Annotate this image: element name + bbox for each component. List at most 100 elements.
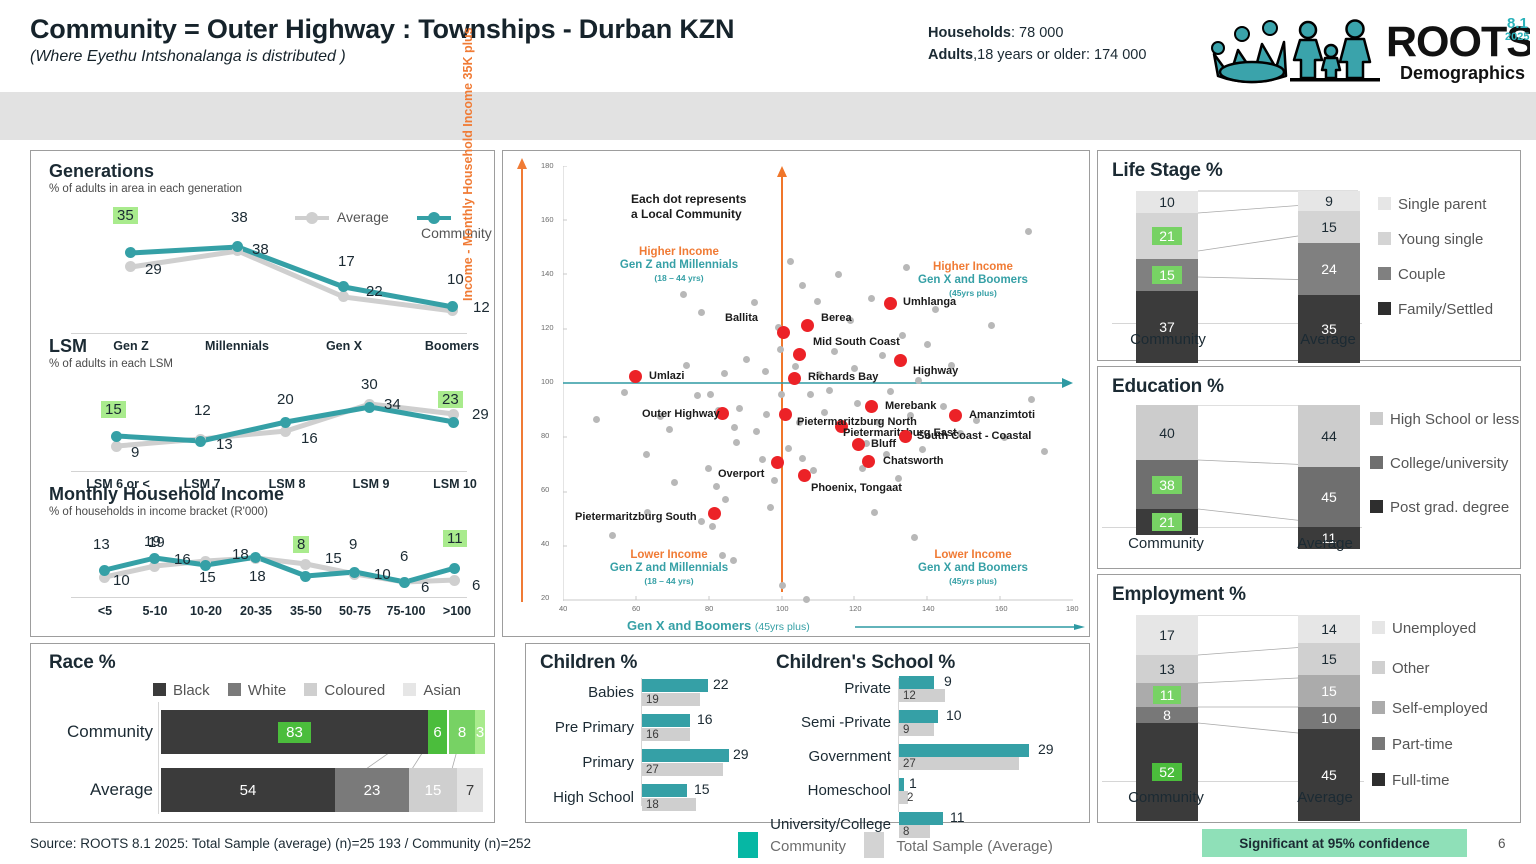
income-subtitle: % of households in income bracket (R'000… (49, 506, 268, 518)
left-charts-panel: Generations % of adults in area in each … (30, 150, 495, 637)
life-couple-average: 24 (1298, 243, 1360, 295)
generations-chart: Generations % of adults in area in each … (49, 161, 492, 353)
avg-point-i1 (149, 561, 160, 572)
avg-value-i0: 10 (113, 572, 130, 589)
lsm-title: LSM (49, 336, 87, 356)
scatter-note-line1: Each dot represents (631, 192, 747, 206)
children-cat-1: Pre Primary (554, 719, 634, 736)
scatter-plot-area: 180 160 140 120 100 80 60 40 20 40 60 80… (541, 161, 1079, 613)
label-umlazi: Umlazi (649, 370, 685, 382)
race-legend-coloured: Coloured (304, 682, 385, 699)
generations-cat-genx: Gen X (325, 339, 363, 353)
avg-value-lsm9: 34 (384, 396, 401, 413)
race-title: Race % (49, 652, 116, 673)
comm-point-i7 (449, 563, 460, 574)
income-cat-6: 75-100 (386, 604, 426, 618)
comm-value-genx: 17 (338, 253, 355, 270)
school-val-average-2: 27 (903, 758, 916, 770)
life-stage-panel: Life Stage % 10 21 15 37 9 15 24 35 Comm… (1097, 150, 1521, 363)
children-bar-community-1 (642, 714, 690, 727)
race-asian-community: 3 (475, 710, 485, 754)
school-bar-average-2 (899, 757, 1019, 770)
generations-cat-genz: Gen Z (113, 339, 149, 353)
lsm-cat-3: LSM 9 (352, 477, 390, 491)
xtick-120: 120 (849, 604, 862, 613)
quadrant-bottom-left: Lower Income Gen Z and Millennials (18 –… (609, 549, 729, 586)
legend-swatch-postgrad (1370, 500, 1383, 513)
income-cat-7: >100 (442, 604, 472, 618)
scatter-note-line2: a Local Community (631, 207, 742, 221)
label-pmb-south: Pietermaritzburg South (575, 511, 697, 523)
avg-value-lsm6: 9 (131, 444, 140, 461)
school-bar-average-4 (899, 825, 930, 838)
legend-swatch-single-parent (1378, 197, 1391, 210)
race-legend: Black White Coloured Asian (153, 682, 461, 699)
header-stats: Households: 78 000 Adults,18 years or ol… (928, 22, 1146, 66)
school-bar-average-1 (899, 723, 934, 736)
label-pmb-north: Pietermaritzburg North (797, 416, 917, 428)
life-legend-family: Family/Settled (1378, 301, 1493, 318)
children-bar-community-3 (642, 784, 687, 797)
life-stage-xlabel-average: Average (1300, 331, 1356, 348)
footer-legend-community: Community (770, 838, 847, 855)
race-coloured-community: 8 (449, 710, 475, 754)
school-val-average-4: 8 (903, 826, 910, 838)
xaxis-arrow-icon (855, 624, 1085, 630)
ytick-180: 180 (541, 161, 554, 170)
comm-value-i1: 19 (144, 533, 161, 550)
legend-swatch-college (1370, 456, 1383, 469)
race-row-community: 83 6 8 3 (161, 710, 485, 754)
avg-point-genx (338, 291, 349, 302)
label-bluff: Bluff (871, 438, 897, 450)
income-title: Monthly Household Income (49, 484, 285, 504)
legend-swatch-white (227, 683, 241, 696)
school-bar-community-1 (899, 710, 938, 723)
quadrant-top-left: Higher Income Gen Z and Millennials (18 … (619, 246, 739, 283)
comm-point-genx (338, 281, 349, 292)
race-legend-asian: Asian (403, 682, 461, 699)
avg-value-i6: 6 (421, 579, 430, 596)
avg-value-i5: 10 (374, 566, 391, 583)
label-highway: Highway (913, 365, 959, 377)
edu-highschool-average: 44 (1298, 405, 1360, 467)
ytick-40: 40 (541, 539, 550, 548)
logo-year: 2025 (1505, 31, 1529, 43)
dot-richards-bay (788, 372, 801, 385)
label-ballita: Ballita (725, 312, 759, 324)
label-umhlanga: Umhlanga (903, 296, 957, 308)
avg-point-i4 (300, 559, 311, 570)
logo-tagline: Demographics (1400, 63, 1525, 83)
dot-overport (771, 456, 784, 469)
ytick-160: 160 (541, 215, 554, 224)
income-lines (102, 554, 458, 585)
households-value: : 78 000 (1010, 25, 1064, 41)
children-panel: Children % Babies 22 19 Pre Primary 16 1… (525, 643, 1090, 838)
comm-value-i0: 13 (93, 536, 110, 553)
school-cat-0: Private (844, 680, 891, 697)
generations-cat-boomers: Boomers (424, 339, 480, 353)
average-line-swatch (295, 212, 329, 225)
page-number: 6 (1498, 836, 1506, 851)
dot-chatsworth (862, 455, 875, 468)
race-black-community: 83 (161, 710, 428, 754)
label-phoenix-tongaat: Phoenix, Tongaat (811, 482, 902, 494)
race-asian-average: 7 (457, 768, 483, 812)
avg-value-i2: 16 (174, 551, 191, 568)
footer-legend-average: Total Sample (Average) (896, 838, 1053, 855)
employment-panel: Employment % 17 13 11 8 52 14 15 15 10 4… (1097, 574, 1521, 823)
school-bar-average-0 (899, 689, 945, 702)
dot-bluff (852, 438, 865, 451)
life-single-parent-community: 10 (1136, 191, 1198, 213)
legend-swatch-selfemployed (1372, 701, 1385, 714)
life-couple-community: 15 (1136, 259, 1198, 291)
comm-point-i4 (300, 571, 311, 582)
legend-swatch-highschool (1370, 412, 1383, 425)
emp-unemployed-average: 14 (1298, 615, 1360, 643)
comm-value-i5: 9 (349, 536, 358, 553)
school-cat-1: Semi -Private (800, 714, 891, 731)
edu-college-average: 45 (1298, 467, 1360, 527)
emp-legend-fulltime: Full-time (1372, 772, 1450, 789)
label-berea: Berea (821, 312, 852, 324)
scatter-xaxis-title: Gen X and Boomers (45yrs plus) (627, 618, 810, 633)
yaxis-arrow-icon (517, 158, 527, 602)
